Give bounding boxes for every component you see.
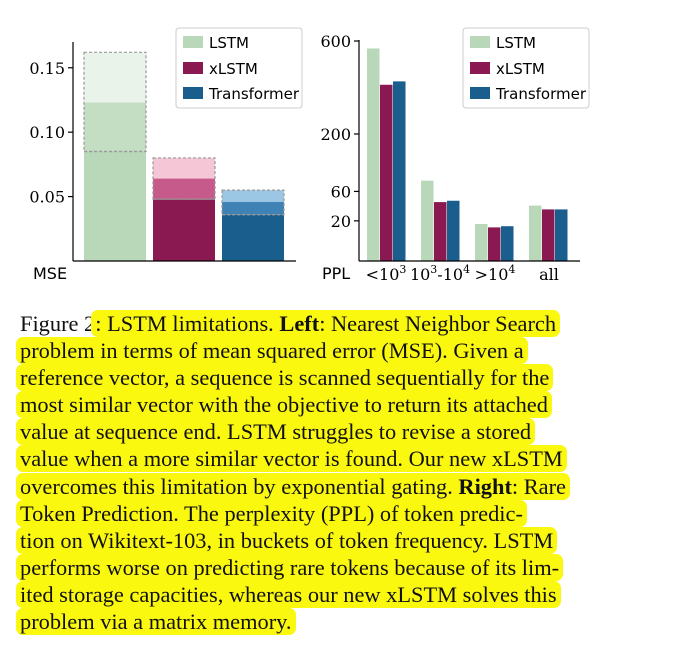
right-legend-swatch-lstm (470, 36, 490, 48)
right-bars (367, 48, 568, 261)
caption-line: ited storage capacities, whereas our new… (16, 580, 618, 608)
right-bar-transformer-cat1 (447, 200, 460, 261)
right-xtick-label-all: all (539, 265, 559, 284)
caption-highlight: reference vector, a sequence is scanned … (16, 364, 554, 392)
figure-2-charts: 0.050.100.15 MSE LSTM xLSTM Transformer … (29, 27, 590, 284)
right-legend: LSTM xLSTM Transformer (462, 27, 590, 109)
right-bar-xlstm-cat3 (542, 209, 555, 261)
right-xtick-label-1e3-1e4: 103-104 (410, 263, 470, 284)
left-legend-swatch-xlstm (183, 62, 203, 74)
caption-line: Token Prediction. The perplexity (PPL) o… (16, 499, 618, 527)
caption-line: most similar vector with the objective t… (16, 391, 618, 419)
caption-line: value when a more similar vector is foun… (16, 445, 618, 473)
right-bar-transformer-cat3 (555, 209, 568, 261)
left-ylabel: MSE (33, 264, 67, 283)
right-bar-xlstm-cat1 (434, 202, 447, 261)
right-bar-transformer-cat2 (501, 226, 514, 261)
caption-highlight: tion on Wikitext-103, in buckets of toke… (16, 526, 558, 554)
caption-highlight: value at sequence end. LSTM struggles to… (16, 418, 536, 446)
right-legend-label-transformer: Transformer (495, 85, 587, 103)
caption-highlight: problem in terms of mean squared error (… (16, 337, 528, 365)
caption-line: performs worse on predicting rare tokens… (16, 553, 618, 581)
caption-highlight: : LSTM limitations. Left: Nearest Neighb… (91, 310, 561, 337)
left-ytick-label: 0.15 (29, 59, 65, 78)
right-bar-lstm-cat2 (475, 223, 488, 261)
left-legend: LSTM xLSTM Transformer (175, 27, 303, 109)
right-legend-swatch-transformer (470, 87, 490, 99)
right-ytick-label: 200 (320, 125, 351, 144)
caption-line: tion on Wikitext-103, in buckets of toke… (16, 526, 618, 554)
left-ytick-label: 0.10 (29, 123, 65, 142)
right-xtick-label-lt1e3: <103 (366, 263, 407, 284)
right-legend-label-xlstm: xLSTM (496, 60, 545, 78)
left-legend-label-transformer: Transformer (208, 85, 300, 103)
caption-highlight: most similar vector with the objective t… (16, 391, 552, 419)
caption-line: value at sequence end. LSTM struggles to… (16, 418, 618, 446)
caption-highlight: overcomes this limitation by exponential… (16, 472, 570, 500)
right-bar-lstm-cat3 (529, 205, 542, 261)
left-bar-transformer-upper (222, 190, 284, 202)
caption-line: reference vector, a sequence is scanned … (16, 364, 618, 392)
caption-label: Figure 2 (20, 311, 96, 336)
caption-highlight: ited storage capacities, whereas our new… (16, 580, 561, 608)
right-y-ticks: 20 60 200 600 (320, 32, 359, 231)
caption-line: overcomes this limitation by exponential… (16, 472, 618, 500)
right-ylabel: PPL (322, 264, 350, 283)
right-legend-box (462, 27, 590, 109)
left-bar-lstm-lower (84, 151, 146, 261)
right-bar-lstm-cat1 (421, 180, 434, 261)
left-bar-transformer-lower (222, 214, 284, 261)
left-bar-transformer-median (222, 201, 284, 215)
right-ytick-label: 600 (320, 32, 351, 51)
left-bar-xlstm-upper (153, 157, 215, 179)
right-ytick-label: 60 (331, 182, 351, 201)
left-bars (83, 51, 285, 261)
right-bar-lstm-cat0 (367, 48, 380, 261)
left-legend-box (175, 27, 303, 109)
caption-line: problem via a matrix memory. (16, 608, 618, 636)
left-legend-swatch-transformer (183, 87, 203, 99)
right-xtick-label-gt1e4: >104 (475, 263, 516, 284)
left-y-ticks: 0.05 0.10 0.15 (29, 59, 73, 207)
caption-highlight: problem via a matrix memory. (16, 608, 296, 636)
caption-highlight: performs worse on predicting rare tokens… (16, 553, 564, 581)
left-bar-xlstm-lower (153, 199, 215, 261)
caption-highlight: Token Prediction. The perplexity (PPL) o… (16, 499, 527, 527)
right-legend-swatch-xlstm (470, 62, 490, 74)
left-bar-xlstm-median (153, 178, 215, 200)
right-bar-xlstm-cat2 (488, 227, 501, 261)
caption-highlight: value when a more similar vector is foun… (16, 445, 567, 473)
left-legend-label-lstm: LSTM (209, 34, 249, 52)
left-ytick-label: 0.05 (29, 188, 65, 207)
right-bar-transformer-cat0 (393, 81, 406, 261)
caption-line: Figure 2: LSTM limitations. Left: Neares… (20, 310, 618, 337)
right-chart-ppl: 20 60 200 600 PPL <103 103-104 >104 all LST… (320, 27, 590, 284)
right-bar-xlstm-cat0 (380, 84, 393, 261)
left-bar-lstm-upper (84, 52, 146, 103)
right-legend-label-lstm: LSTM (496, 34, 536, 52)
left-bar-lstm-median (84, 102, 146, 152)
left-legend-label-xlstm: xLSTM (209, 60, 258, 78)
right-ytick-label: 20 (331, 212, 351, 231)
figure-caption: Figure 2: LSTM limitations. Left: Neares… (16, 310, 618, 636)
left-legend-swatch-lstm (183, 36, 203, 48)
caption-line: problem in terms of mean squared error (… (16, 337, 618, 365)
left-bar-xlstm-range-outline (152, 157, 216, 200)
left-chart-mse: 0.05 0.10 0.15 MSE LSTM xLSTM Transformer (29, 27, 303, 283)
